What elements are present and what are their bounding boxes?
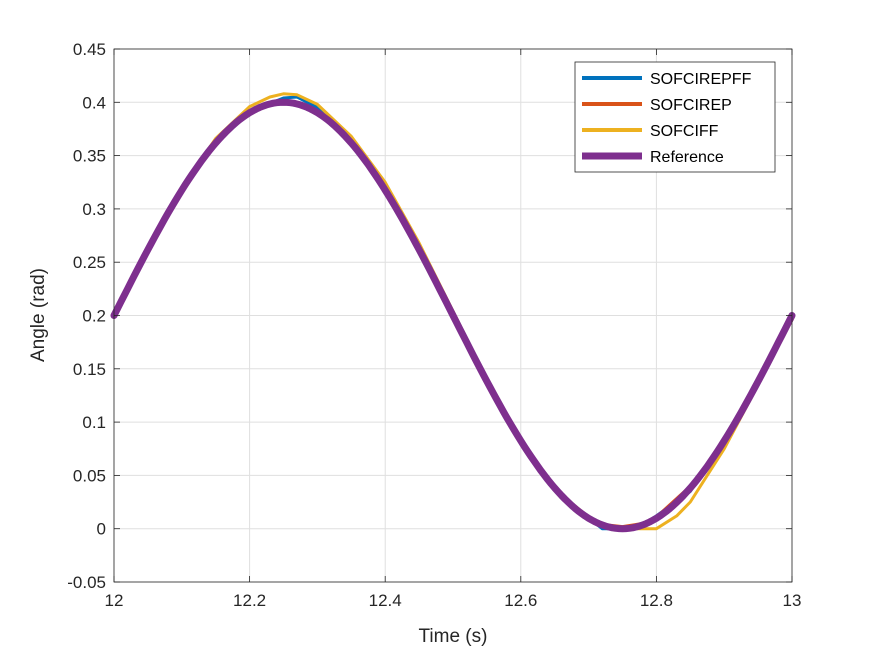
ticks	[113, 48, 793, 583]
y-tick-label: 0.45	[73, 40, 106, 59]
x-tick-label: 12.8	[640, 591, 673, 610]
x-tick-label: 12.4	[369, 591, 402, 610]
y-tick-label: 0.4	[82, 93, 106, 112]
y-tick-label: 0.05	[73, 466, 106, 485]
series-layer	[110, 92, 796, 533]
x-axis-label: Time (s)	[419, 626, 488, 647]
series-line-reference	[110, 98, 796, 533]
x-tick-label: 12.2	[233, 591, 266, 610]
y-axis-label: Angle (rad)	[28, 268, 49, 362]
x-tick-label: 13	[783, 591, 802, 610]
legend-label: SOFCIFF	[650, 123, 719, 140]
legend-label: SOFCIREPFF	[650, 71, 752, 88]
y-tick-label: 0.25	[73, 253, 106, 272]
legend-label: Reference	[650, 149, 724, 166]
y-tick-label: 0	[97, 520, 106, 539]
x-tick-label: 12.6	[504, 591, 537, 610]
y-tick-label: 0.15	[73, 360, 106, 379]
y-tick-label: 0.1	[82, 413, 106, 432]
legend-label: SOFCIREP	[650, 97, 732, 114]
x-tick-label: 12	[105, 591, 124, 610]
y-tick-label: 0.3	[82, 200, 106, 219]
tick-labels: 12 12.2 12.4 12.6 12.8 13 -0.05 0 0.05 0.1 0.15 0.2…	[67, 40, 801, 610]
y-tick-label: 0.35	[73, 147, 106, 166]
legend: SOFCIREPFF SOFCIREP SOFCIFF Reference	[574, 61, 776, 173]
y-tick-label: -0.05	[67, 573, 106, 592]
y-tick-label: 0.2	[82, 307, 106, 326]
